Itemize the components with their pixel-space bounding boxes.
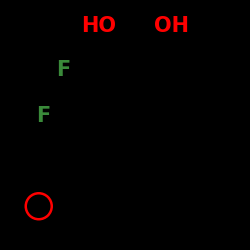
Text: F: F: [36, 106, 51, 126]
Text: OH: OH: [154, 16, 189, 36]
Text: F: F: [56, 60, 71, 80]
Text: HO: HO: [81, 16, 116, 36]
Circle shape: [26, 193, 52, 219]
